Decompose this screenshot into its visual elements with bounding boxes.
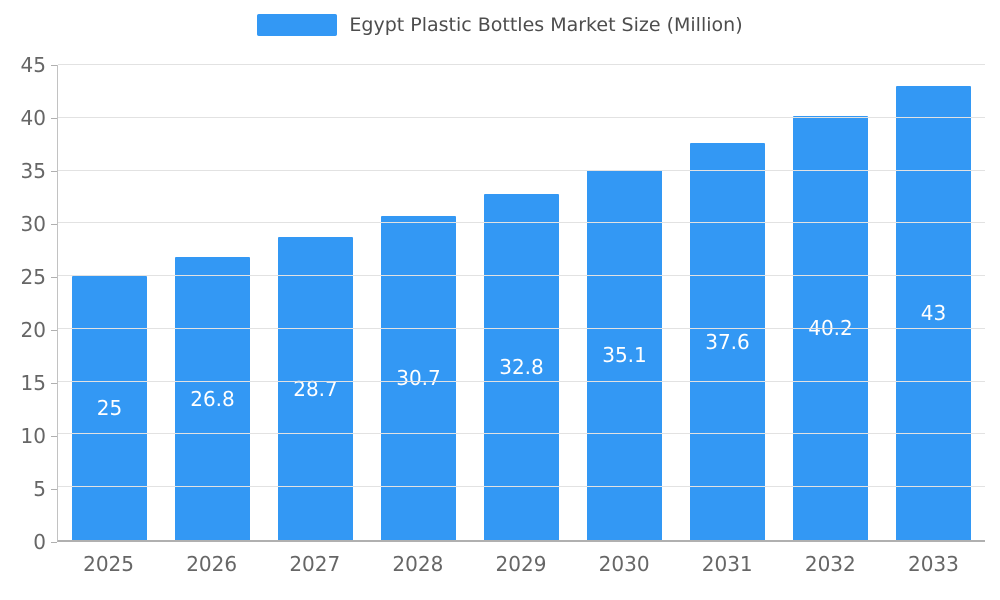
bar-2030[interactable]: 35.1 xyxy=(587,169,662,540)
bar-2027[interactable]: 28.7 xyxy=(278,237,353,540)
y-tick-label: 30 xyxy=(20,212,46,236)
bar-value-label: 25 xyxy=(96,396,123,421)
bar-value-label: 32.8 xyxy=(499,354,544,379)
gridline xyxy=(58,116,985,118)
gridline xyxy=(58,327,985,329)
x-axis: 2025 2026 2027 2028 2029 2030 2031 2032 2033 xyxy=(57,552,985,576)
bar-2032[interactable]: 40.2 xyxy=(793,115,868,540)
bar-value-label: 40.2 xyxy=(808,315,853,340)
bar-2026[interactable]: 26.8 xyxy=(175,257,250,540)
y-tick-label: 5 xyxy=(33,477,46,501)
bar-slot: 43 xyxy=(882,65,985,540)
gridline xyxy=(58,380,985,382)
bar-slot: 25 xyxy=(58,65,161,540)
x-tick-label: 2025 xyxy=(83,552,134,576)
y-axis-tick xyxy=(51,489,57,490)
x-tick-label: 2028 xyxy=(392,552,444,576)
bar-2028[interactable]: 30.7 xyxy=(381,215,456,540)
gridline xyxy=(58,222,985,224)
x-tick-label: 2033 xyxy=(907,552,959,576)
bar-2025[interactable]: 25 xyxy=(72,276,147,540)
bar-value-label: 30.7 xyxy=(396,365,441,390)
bar-slot: 30.7 xyxy=(367,65,470,540)
bar-value-label: 35.1 xyxy=(602,342,647,367)
x-tick-label: 2032 xyxy=(804,552,856,576)
bars-group: 25 26.8 28.7 30.7 32.8 35.1 37.6 40.2 43 xyxy=(58,65,985,540)
bar-slot: 40.2 xyxy=(779,65,882,540)
x-tick-label: 2027 xyxy=(289,552,341,576)
bar-slot: 35.1 xyxy=(573,65,676,540)
y-tick-label: 20 xyxy=(20,318,46,342)
x-tick-label: 2031 xyxy=(701,552,753,576)
y-tick-label: 10 xyxy=(20,424,46,448)
y-tick-label: 35 xyxy=(20,159,46,183)
y-tick-label: 15 xyxy=(20,371,46,395)
y-axis-tick xyxy=(51,171,57,172)
plot-area: 25 26.8 28.7 30.7 32.8 35.1 37.6 40.2 43 xyxy=(57,64,985,542)
legend-swatch xyxy=(257,14,338,36)
gridline xyxy=(58,64,985,65)
bar-2033[interactable]: 43 xyxy=(896,86,971,540)
y-tick-label: 45 xyxy=(20,53,46,77)
y-axis-tick xyxy=(51,542,57,543)
gridline xyxy=(58,486,985,488)
legend-label: Egypt Plastic Bottles Market Size (Milli… xyxy=(349,14,743,36)
legend[interactable]: Egypt Plastic Bottles Market Size (Milli… xyxy=(0,14,1000,36)
y-axis-tick xyxy=(51,224,57,225)
y-tick-label: 0 xyxy=(33,530,46,554)
y-axis-tick xyxy=(51,277,57,278)
gridline xyxy=(58,433,985,435)
y-axis-tick xyxy=(51,118,57,119)
bar-value-label: 26.8 xyxy=(190,386,235,411)
y-tick-label: 40 xyxy=(20,106,46,130)
bar-value-label: 37.6 xyxy=(705,329,750,354)
gridline xyxy=(58,169,985,171)
x-tick-label: 2030 xyxy=(598,552,650,576)
x-tick-label: 2026 xyxy=(186,552,238,576)
gridline xyxy=(58,275,985,277)
y-axis-tick xyxy=(51,330,57,331)
y-axis-tick xyxy=(51,383,57,384)
bar-slot: 28.7 xyxy=(264,65,367,540)
y-axis-tick xyxy=(51,436,57,437)
bar-slot: 26.8 xyxy=(161,65,264,540)
bar-value-label: 28.7 xyxy=(293,376,338,401)
bar-2031[interactable]: 37.6 xyxy=(690,143,765,540)
y-axis-tick xyxy=(51,65,57,66)
bar-slot: 37.6 xyxy=(676,65,779,540)
y-tick-label: 25 xyxy=(20,265,46,289)
bar-slot: 32.8 xyxy=(470,65,573,540)
bar-value-label: 43 xyxy=(920,301,947,326)
x-tick-label: 2029 xyxy=(495,552,547,576)
bar-2029[interactable]: 32.8 xyxy=(484,193,559,540)
